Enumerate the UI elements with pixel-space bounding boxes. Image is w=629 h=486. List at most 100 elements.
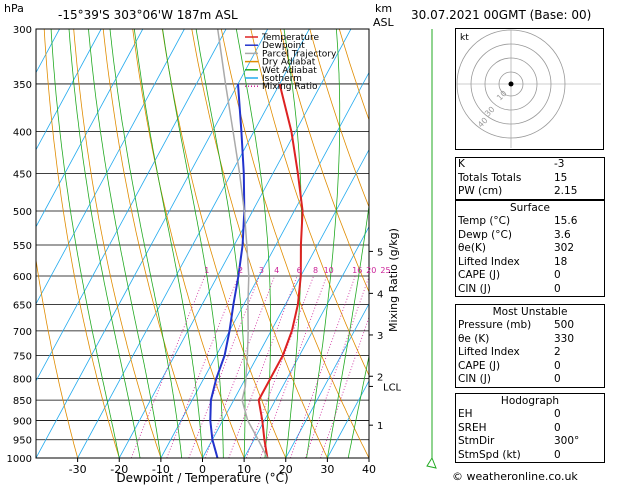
- isotherm-line: [160, 71, 369, 458]
- row-label: PW (cm): [458, 185, 503, 197]
- row-label: Temp (°C): [458, 215, 511, 227]
- hodograph-kt-label: kt: [460, 33, 469, 43]
- datetime-title: 30.07.2021 00GMT (Base: 00): [411, 8, 592, 22]
- row-label: Dewp (°C): [458, 228, 512, 241]
- row-value: 500: [554, 319, 575, 331]
- table-row: Lifted Index 2: [456, 346, 604, 360]
- row-label: CAPE (J): [458, 359, 501, 372]
- mixing-ratio-label: 25: [380, 266, 390, 275]
- plot-frame: [35, 28, 370, 459]
- table-row: CIN (J) 0: [456, 373, 604, 387]
- wet-adiabat-line: [235, 29, 271, 458]
- row-value: 3.6: [554, 228, 571, 241]
- table-row: StmDir 300°: [456, 435, 604, 449]
- pressure-tick-label: 500: [13, 207, 32, 218]
- series-line-temperature: [257, 83, 304, 458]
- pressure-tick-label: 550: [13, 241, 32, 252]
- table-row: Pressure (mb) 500: [456, 319, 604, 333]
- mixing-ratio-line: [245, 275, 314, 458]
- isotherm-line: [118, 29, 352, 458]
- dry-adiabat-line: [73, 29, 162, 458]
- row-label: SREH: [458, 421, 487, 434]
- dry-adiabat-line: [309, 29, 369, 208]
- legend-label: Dry Adiabat: [262, 58, 316, 68]
- row-label: CAPE (J): [458, 269, 501, 281]
- row-label: StmSpd (kt): [458, 448, 521, 461]
- km-tick-label: 5: [377, 247, 383, 258]
- dry-adiabat-line: [132, 29, 245, 458]
- dry-adiabat-line: [605, 29, 629, 458]
- isotherm-line: [36, 29, 144, 228]
- legend-label: Parcel Trajectory: [262, 49, 337, 59]
- km-label: km: [375, 2, 393, 15]
- row-value: -3: [554, 158, 565, 170]
- table-row: Dewp (°C) 3.6: [456, 229, 604, 243]
- legend-label: Dewpoint: [262, 41, 305, 51]
- pressure-tick-label: 650: [13, 301, 32, 312]
- table-row: PW (cm) 2.15: [456, 185, 604, 199]
- mixing-ratio-line: [228, 275, 298, 458]
- wet-adiabat-line: [88, 29, 162, 458]
- legend-label: Mixing Ratio: [262, 82, 318, 92]
- wet-adiabat-line: [109, 29, 183, 458]
- row-value: 0: [554, 408, 561, 420]
- x-tick-label: 10: [237, 463, 251, 476]
- row-value: 300°: [554, 435, 580, 447]
- pressure-tick-label: 1000: [7, 454, 32, 465]
- x-tick-label: 20: [279, 463, 293, 476]
- table-row: StmSpd (kt) 0: [456, 449, 604, 463]
- mixing-ratio-line: [305, 275, 369, 458]
- dry-adiabat-line: [36, 257, 78, 458]
- asl-label: ASL: [373, 16, 394, 29]
- mixing-ratio-line: [290, 275, 356, 458]
- row-value: 0: [554, 373, 561, 385]
- mixing-ratio-label: 3: [259, 266, 264, 275]
- row-value: 0: [554, 448, 561, 461]
- most-unstable-title: Most Unstable: [492, 306, 568, 318]
- hodograph-table: Hodograph EH 0 SREH 0 StmDir 300° StmSpd (kt) 0: [455, 393, 605, 463]
- row-label: Lifted Index: [458, 255, 520, 268]
- row-value: 0: [554, 269, 561, 281]
- row-value: 2: [554, 346, 561, 358]
- x-tick-label: -20: [110, 463, 128, 476]
- row-value: 0: [554, 282, 561, 295]
- mixing-ratio-label: 8: [313, 266, 318, 275]
- mixing-ratio-line: [320, 316, 369, 458]
- hpa-label: hPa: [4, 2, 24, 15]
- surface-title: Surface: [509, 202, 550, 214]
- table-row: θe(K) 302: [456, 242, 604, 256]
- x-tick-label: -30: [69, 463, 87, 476]
- table-row: θe (K) 330: [456, 333, 604, 347]
- location-title: -15°39'S 303°06'W 187m ASL: [58, 8, 238, 22]
- row-label: θe(K): [458, 242, 486, 254]
- wet-adiabat-line: [162, 29, 224, 458]
- row-label: K: [458, 158, 465, 170]
- km-tick-label: 3: [377, 331, 383, 342]
- row-value: 2.15: [554, 185, 578, 197]
- table-row: SREH 0: [456, 422, 604, 436]
- row-value: 0: [554, 359, 561, 372]
- x-tick-label: 0: [199, 463, 206, 476]
- x-axis-label: Dewpoint / Temperature (°C): [116, 471, 288, 485]
- row-label: StmDir: [458, 435, 495, 447]
- series-line-parcel-trajectory: [216, 29, 269, 458]
- table-row: CAPE (J) 0: [456, 360, 604, 374]
- pressure-tick-label: 400: [13, 128, 32, 139]
- mixing-ratio-label: 1: [204, 266, 209, 275]
- isotherm-line: [77, 29, 310, 458]
- pressure-tick-label: 600: [13, 272, 32, 283]
- km-tick-label: 4: [377, 289, 383, 300]
- dry-adiabat-line: [279, 29, 369, 293]
- wet-adiabat-line: [327, 203, 369, 458]
- legend-label: Wet Adiabat: [262, 66, 317, 76]
- isotherm-line: [36, 29, 102, 151]
- mixing-ratio-label: 4: [274, 266, 279, 275]
- wet-adiabat-line: [68, 29, 141, 458]
- wet-adiabat-line: [50, 29, 120, 458]
- pressure-tick-label: 450: [13, 169, 32, 180]
- isotherm-line: [327, 380, 369, 458]
- mixing-ratio-axis-label: Mixing Ratio (g/kg): [387, 228, 400, 332]
